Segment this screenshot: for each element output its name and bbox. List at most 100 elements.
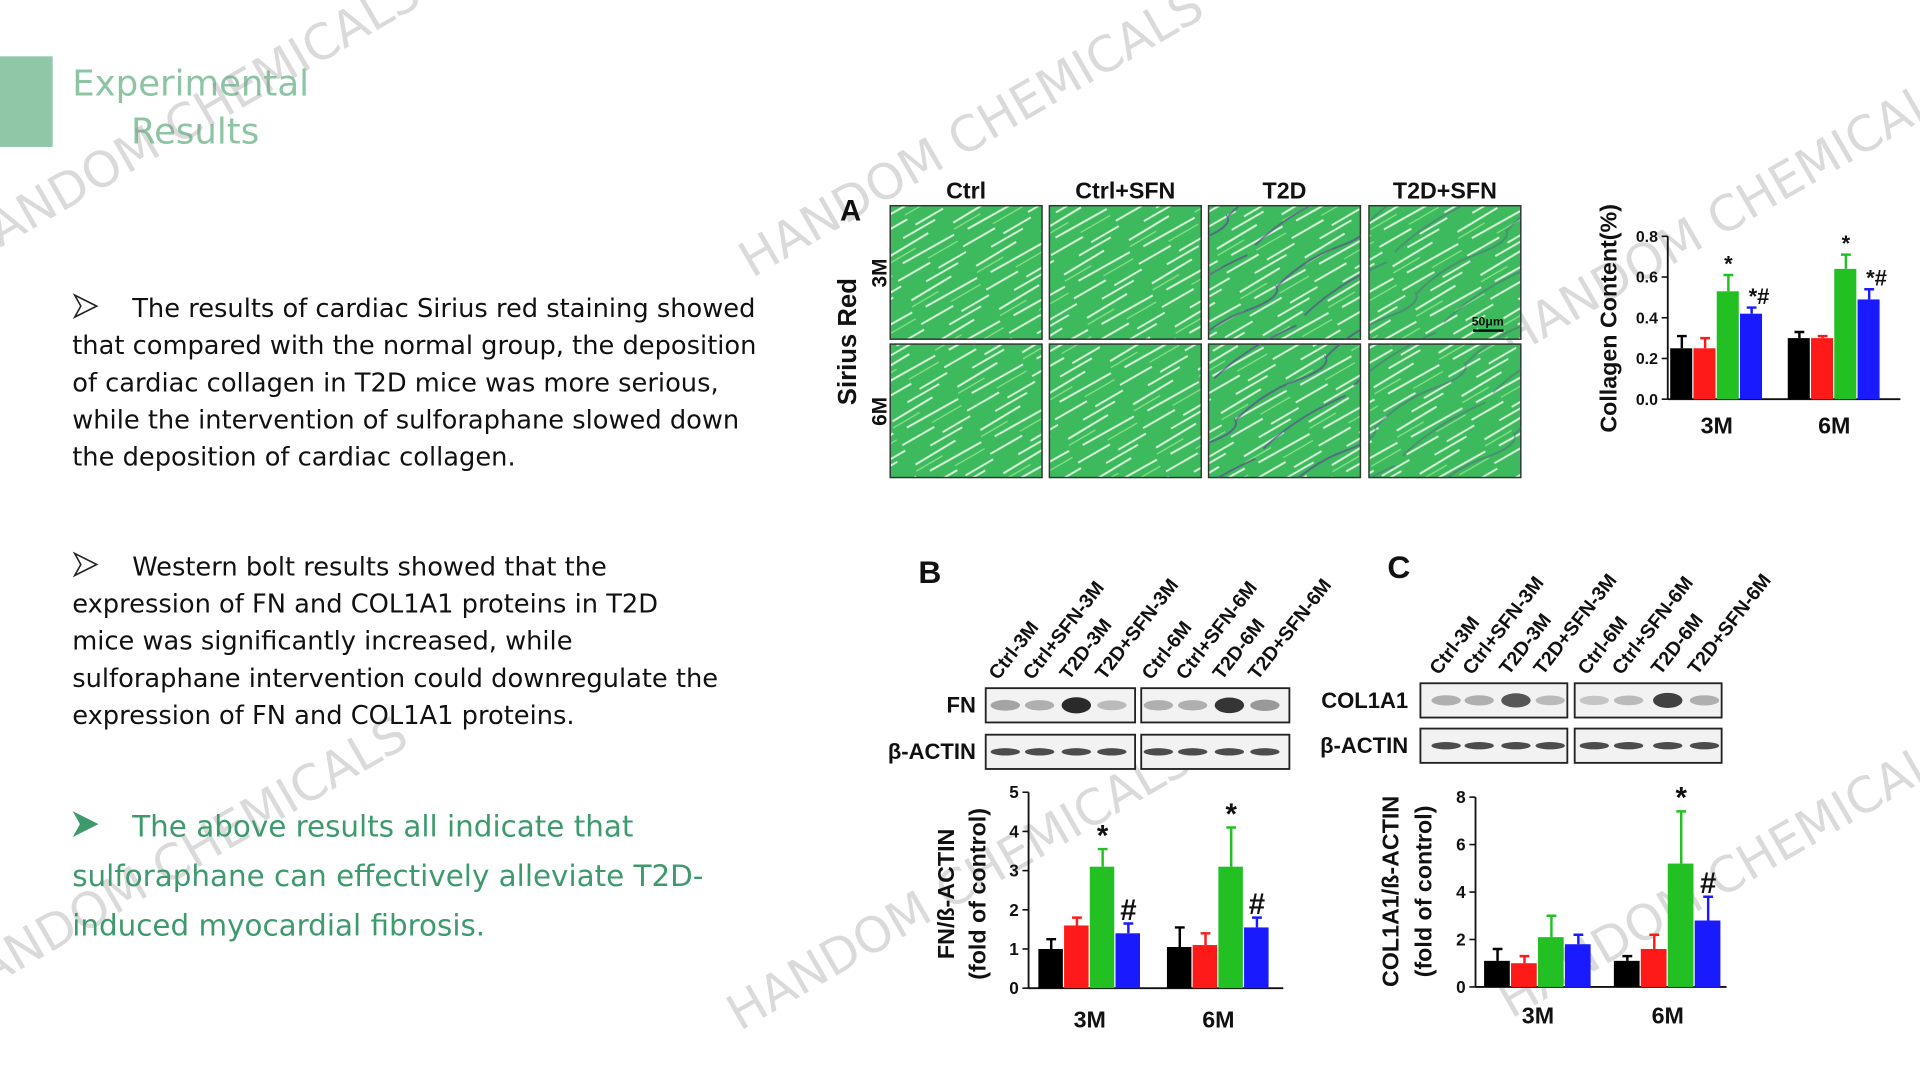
blot-band bbox=[1024, 700, 1055, 711]
bar bbox=[1693, 348, 1716, 400]
error-bar bbox=[1723, 273, 1734, 292]
error-bar bbox=[1700, 336, 1710, 349]
column-label: Ctrl bbox=[946, 177, 986, 203]
blot-band bbox=[1501, 742, 1531, 750]
scale-bar-label: 50μm bbox=[1472, 315, 1504, 329]
bullet-text: that compared with the normal group, the… bbox=[72, 331, 756, 361]
y-axis-label: COL1A1/ß-ACTIN bbox=[1377, 796, 1403, 987]
bar bbox=[1192, 945, 1218, 989]
column-label: T2D bbox=[1263, 177, 1307, 203]
error-bar bbox=[1676, 810, 1687, 864]
y-tick-label: 3 bbox=[1009, 861, 1019, 881]
blot-label: COL1A1 bbox=[1321, 688, 1408, 713]
panel-letter: B bbox=[918, 554, 941, 590]
error-bar bbox=[1573, 933, 1584, 945]
bar bbox=[1038, 948, 1063, 989]
bar bbox=[1740, 313, 1763, 400]
x-tick-label: 3M bbox=[1522, 1003, 1554, 1029]
blot-band bbox=[1177, 700, 1208, 711]
column-label: Ctrl+SFN bbox=[1075, 177, 1175, 203]
blot-band bbox=[1535, 695, 1565, 706]
bullet-text: sulforaphane can effectively alleviate T… bbox=[72, 859, 703, 893]
x-tick-label: 6M bbox=[1202, 1006, 1234, 1032]
blot-band bbox=[1097, 748, 1127, 756]
y-axis-label: Collagen Content(%) bbox=[1595, 204, 1621, 433]
bar bbox=[1811, 338, 1834, 400]
y-tick-label: 0 bbox=[1456, 977, 1466, 997]
bar bbox=[1089, 866, 1115, 989]
bar bbox=[1640, 948, 1667, 987]
title-accent bbox=[0, 56, 53, 147]
bar bbox=[1166, 947, 1192, 989]
bar bbox=[1484, 960, 1510, 987]
error-bar bbox=[1817, 334, 1828, 339]
y-tick-label: 8 bbox=[1456, 787, 1466, 807]
blot-band bbox=[1689, 742, 1720, 750]
bar bbox=[1115, 933, 1140, 989]
blot-band bbox=[1689, 695, 1720, 706]
y-axis-label: (fold of control) bbox=[1410, 806, 1436, 978]
bar bbox=[1694, 920, 1721, 987]
bar bbox=[1670, 348, 1693, 400]
error-bar bbox=[1649, 933, 1660, 949]
bar bbox=[1716, 291, 1739, 400]
bar bbox=[1218, 866, 1243, 989]
error-bar bbox=[1046, 937, 1057, 949]
panel-letter: A bbox=[840, 194, 861, 227]
y-tick-label: 2 bbox=[1009, 900, 1019, 920]
y-tick-label: 4 bbox=[1009, 821, 1019, 841]
histology-image bbox=[889, 343, 1043, 479]
blot-band bbox=[990, 699, 1020, 711]
significance-label: * bbox=[1842, 231, 1851, 256]
error-bar bbox=[1841, 253, 1851, 269]
blot-band bbox=[1653, 742, 1683, 750]
error-bar bbox=[1864, 288, 1875, 300]
y-axis-label: (fold of control) bbox=[965, 808, 991, 980]
y-axis-label: FN/ß-ACTIN bbox=[933, 829, 959, 959]
histology-image bbox=[1048, 204, 1202, 340]
blot-band bbox=[1214, 697, 1245, 714]
bar bbox=[1613, 960, 1640, 987]
bullet-text: expression of FN and COL1A1 proteins. bbox=[72, 701, 574, 731]
significance-label: *# bbox=[1866, 266, 1887, 291]
error-bar bbox=[1252, 916, 1262, 928]
blot-band bbox=[990, 748, 1020, 756]
blot-band bbox=[1250, 699, 1280, 711]
blot-band bbox=[1431, 695, 1461, 706]
significance-label: * bbox=[1097, 819, 1109, 852]
x-tick-label: 6M bbox=[1818, 412, 1850, 438]
error-bar bbox=[1622, 954, 1633, 961]
bullet-text: of cardiac collagen in T2D mice was more… bbox=[72, 368, 718, 398]
bar bbox=[1064, 925, 1089, 989]
fibrosis-overlay bbox=[1208, 205, 1361, 340]
bullet-arrow bbox=[72, 551, 99, 578]
blot-label: FN bbox=[947, 693, 976, 718]
blot-band bbox=[1024, 748, 1055, 756]
significance-label: # bbox=[1700, 867, 1716, 900]
error-bar bbox=[1123, 922, 1134, 934]
error-bar bbox=[1097, 847, 1108, 867]
bar bbox=[1834, 268, 1857, 400]
bullet-text: mice was significantly increased, while bbox=[72, 627, 572, 657]
y-tick-label: 0.8 bbox=[1636, 229, 1658, 246]
y-tick-label: 0.0 bbox=[1636, 392, 1658, 409]
significance-label: # bbox=[1249, 888, 1265, 921]
blot-band bbox=[1613, 695, 1644, 706]
blot-band bbox=[1061, 697, 1092, 714]
significance-label: *# bbox=[1749, 284, 1770, 309]
bullet-text: the deposition of cardiac collagen. bbox=[72, 443, 515, 473]
x-tick-label: 3M bbox=[1701, 412, 1733, 438]
blot-band bbox=[1250, 748, 1280, 756]
y-tick-label: 6 bbox=[1456, 835, 1466, 855]
blot-label: β-ACTIN bbox=[888, 739, 976, 764]
significance-label: * bbox=[1226, 798, 1238, 831]
y-tick-label: 0.6 bbox=[1636, 270, 1658, 287]
error-bar bbox=[1200, 932, 1211, 946]
y-tick-label: 2 bbox=[1456, 929, 1466, 949]
blot-band bbox=[1143, 700, 1174, 711]
error-bar bbox=[1072, 916, 1082, 926]
fibrosis-overlay bbox=[1368, 205, 1521, 340]
blot-band bbox=[1097, 700, 1127, 711]
row-label: 6M bbox=[869, 397, 892, 426]
